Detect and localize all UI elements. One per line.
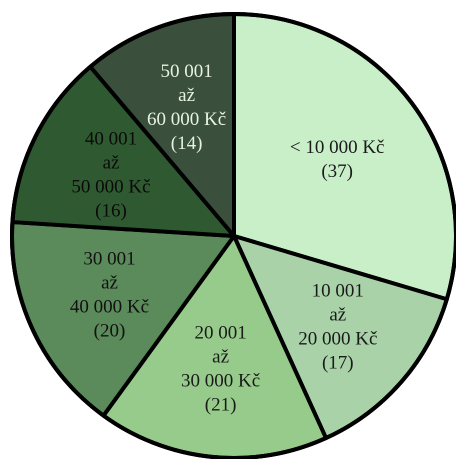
- slice-label-line: 60 000 Kč: [147, 109, 226, 130]
- slice-label-line: až: [329, 304, 346, 325]
- slice-label-line: < 10 000 Kč: [290, 137, 385, 158]
- pie-labels: < 10 000 Kč (37) 10 001 až 20 000 Kč (17) 20 0…: [70, 61, 385, 416]
- slice-label-line: 50 001: [160, 61, 212, 82]
- slice-label: 50 001 až 60 000 Kč (14): [147, 61, 226, 154]
- slice-label: < 10 000 Kč (37): [290, 137, 385, 182]
- slice-label-line: (17): [322, 352, 354, 373]
- slice-label-line: 10 001: [312, 280, 364, 301]
- slice-label: 30 001 až 40 000 Kč (20): [70, 249, 149, 342]
- slice-label-line: 30 001: [83, 249, 135, 270]
- slice-label-line: 40 000 Kč: [70, 297, 149, 318]
- slice-label-line: 40 001: [85, 128, 137, 149]
- slice-label-line: až: [178, 85, 195, 106]
- slice-label: 10 001 až 20 000 Kč (17): [298, 280, 377, 373]
- slice-label-line: (14): [171, 133, 203, 154]
- slice-label-line: 50 000 Kč: [71, 176, 150, 197]
- slice-label-line: (37): [321, 161, 353, 182]
- slice-label-line: až: [103, 152, 120, 173]
- slice-label-line: 20 001: [194, 323, 246, 344]
- slice-label-line: až: [212, 347, 229, 368]
- pie-slices: [10, 12, 456, 459]
- slice-label-line: (21): [205, 395, 237, 416]
- slice-label: 40 001 až 50 000 Kč (16): [71, 128, 150, 221]
- slice-label-line: 20 000 Kč: [298, 328, 377, 349]
- slice-label: 20 001 až 30 000 Kč (21): [181, 323, 260, 416]
- slice-label-line: až: [101, 273, 118, 294]
- pie-outline: [10, 12, 456, 459]
- slice-label-line: (20): [94, 321, 126, 342]
- slice-label-line: (16): [95, 200, 127, 221]
- slice-label-line: 30 000 Kč: [181, 371, 260, 392]
